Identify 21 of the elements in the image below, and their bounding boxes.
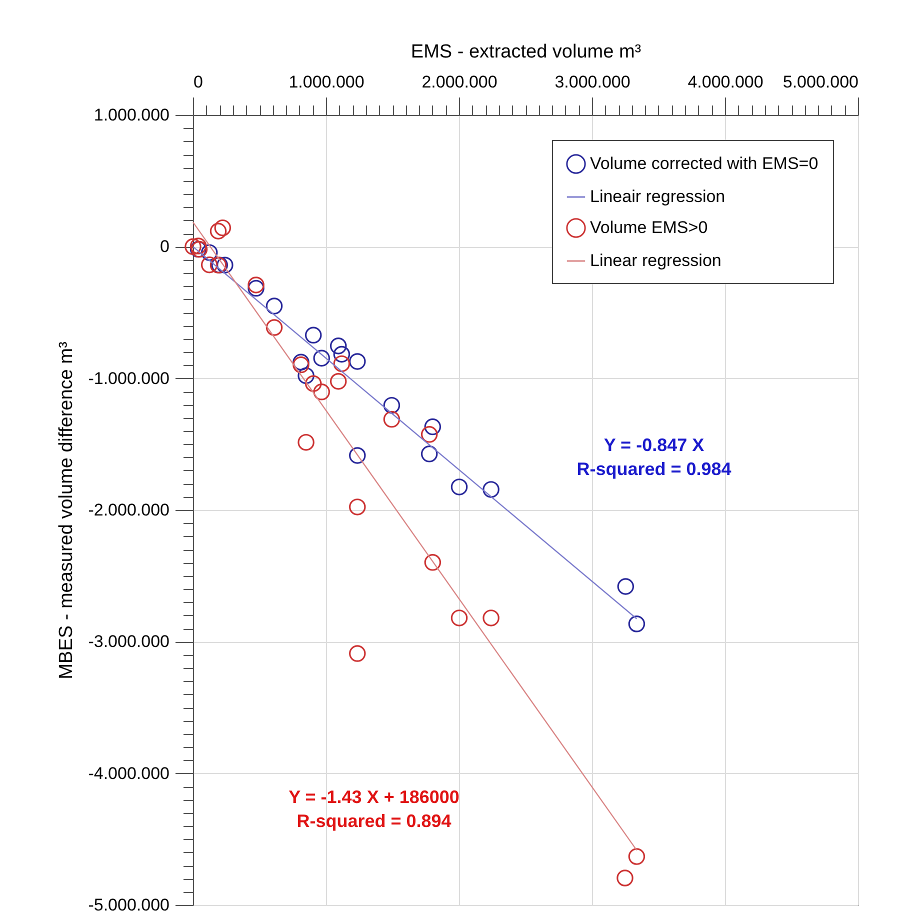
legend-label: Volume corrected with EMS=0 xyxy=(590,154,818,173)
annotation: Y = -0.847 X R-squared = 0.984 xyxy=(576,435,732,479)
x-axis-title: EMS - extracted volume m³ xyxy=(410,42,642,62)
y-tick-label: 1.000.000 xyxy=(94,106,170,124)
x-tick-label: 1.000.000 xyxy=(288,72,364,92)
x-tick-label: 3.000.000 xyxy=(554,72,630,92)
y-tick-label: -5.000.000 xyxy=(88,896,170,914)
y-tick-label: -2.000.000 xyxy=(88,500,170,520)
y-tick-label: -3.000.000 xyxy=(88,632,170,652)
y-tick-label: -1.000.000 xyxy=(88,368,170,388)
y-tick-label: 0 xyxy=(160,237,170,256)
x-tick-label: 4.000.000 xyxy=(688,72,764,92)
legend-label: Lineair regression xyxy=(590,187,726,206)
y-tick-label: -4.000.000 xyxy=(88,764,170,783)
legend-label: Volume EMS>0 xyxy=(590,218,708,237)
x-tick-label: 0 xyxy=(194,72,203,92)
legend-label: Linear regression xyxy=(590,251,722,270)
x-tick-label: 5.000.000 xyxy=(782,72,858,92)
x-tick-label: 2.000.000 xyxy=(422,72,498,92)
y-axis-title: MBES - measured volume difference m³ xyxy=(56,342,78,680)
annotation: Y = -1.43 X + 186000 R-squared = 0.894 xyxy=(288,787,460,831)
